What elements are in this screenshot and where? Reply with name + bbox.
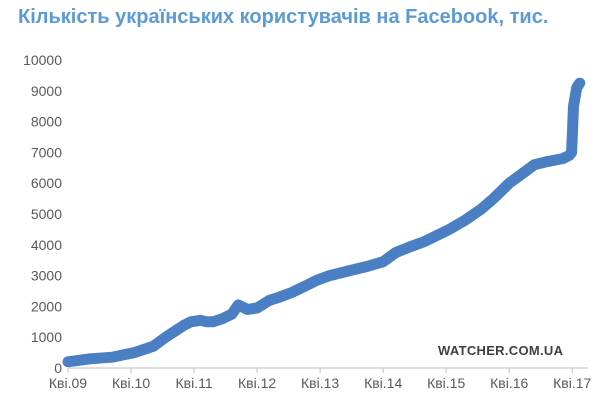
y-tick-label: 1000 xyxy=(31,329,62,345)
y-tick-label: 9000 xyxy=(31,83,62,99)
y-tick-label: 6000 xyxy=(31,175,62,191)
x-tick-label: Кві.10 xyxy=(112,375,150,391)
y-tick-label: 3000 xyxy=(31,268,62,284)
series-layer xyxy=(62,77,586,368)
x-tick-label: Кві.14 xyxy=(364,375,402,391)
y-tick-label: 7000 xyxy=(31,144,62,160)
x-tick-label: Кві.16 xyxy=(490,375,528,391)
y-tick-label: 8000 xyxy=(31,114,62,130)
source-label: WATCHER.COM.UA xyxy=(438,343,564,358)
y-tick-label: 4000 xyxy=(31,237,62,253)
x-tick-label: Кві.17 xyxy=(553,375,591,391)
y-tick-label: 10000 xyxy=(23,52,62,68)
x-tick-label: Кві.09 xyxy=(49,375,87,391)
x-tick-label: Кві.12 xyxy=(238,375,276,391)
y-tick-label: 0 xyxy=(54,360,62,376)
series-line xyxy=(62,77,586,368)
y-tick-label: 5000 xyxy=(31,206,62,222)
x-tick-label: Кві.13 xyxy=(301,375,339,391)
x-tick-label: Кві.15 xyxy=(427,375,465,391)
y-tick-label: 2000 xyxy=(31,298,62,314)
x-tick-label: Кві.11 xyxy=(175,375,212,391)
y-axis: 0 1000 2000 3000 4000 5000 6000 7000 8000 9000 100… xyxy=(23,52,62,376)
x-axis: Кві.09 Кві.10 Кві.11 Кві.12 Кві.13 Кві.14 Кві.… xyxy=(49,367,592,391)
chart-title: Кількість українських користувачів на Fa… xyxy=(18,6,549,28)
